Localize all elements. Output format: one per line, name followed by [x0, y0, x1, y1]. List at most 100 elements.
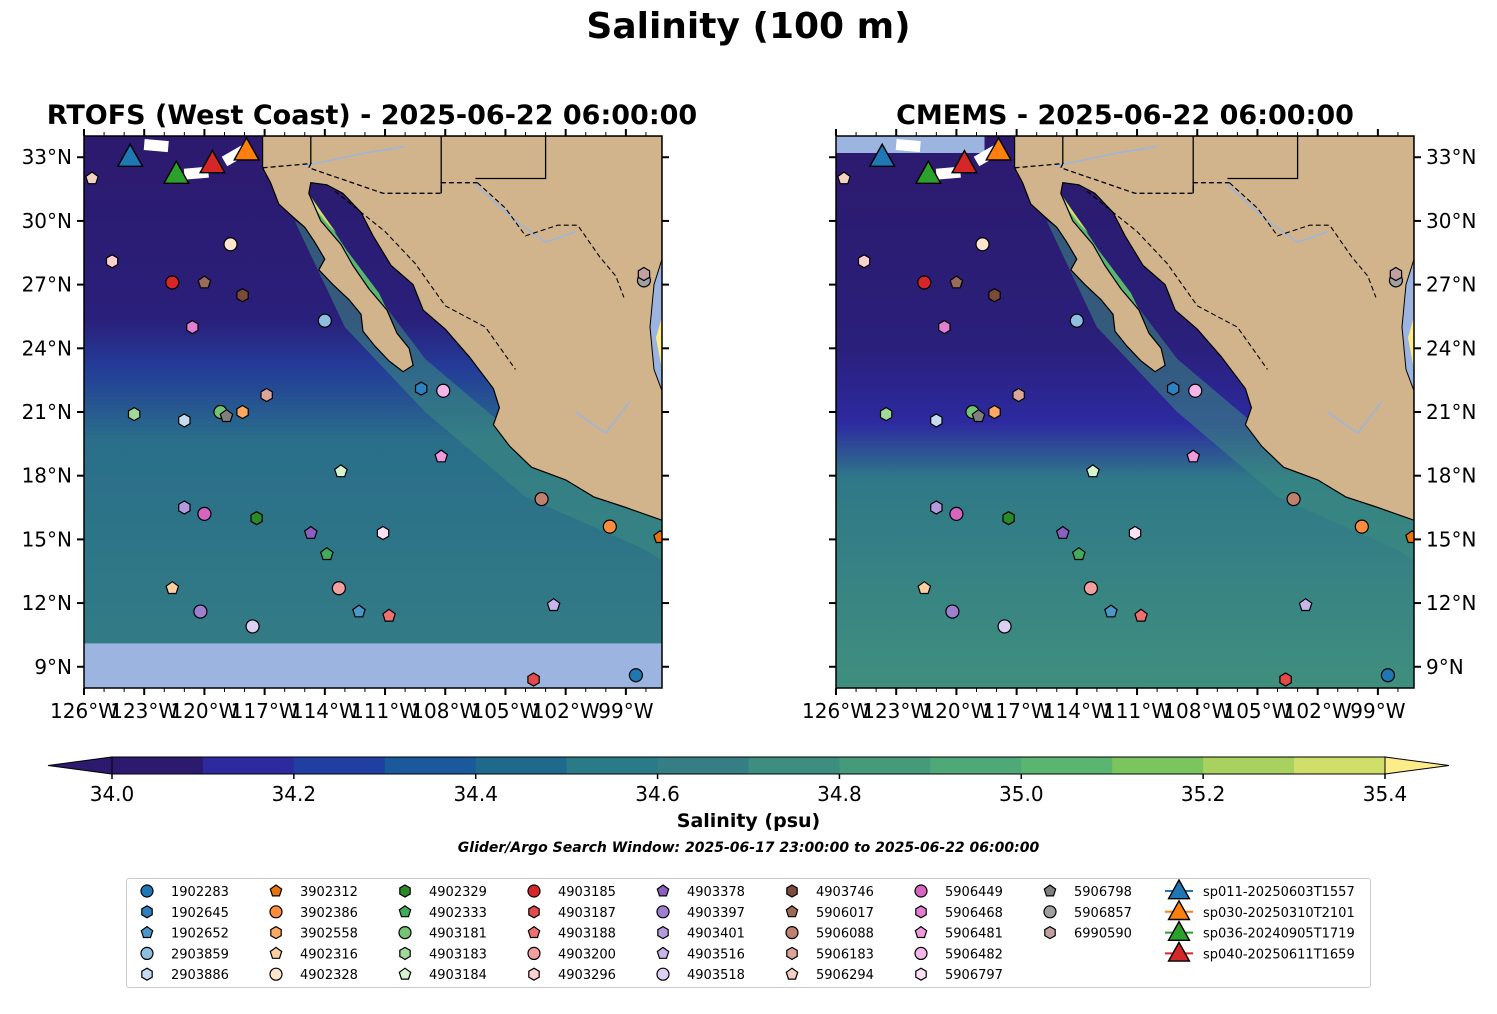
- gulf-of-california: [1060, 193, 1154, 340]
- legend-item: 4903296: [528, 967, 616, 983]
- glider-marker: [914, 159, 942, 185]
- lon-tick-label: 99°W: [598, 699, 653, 723]
- legend-marker: [915, 905, 927, 919]
- colorbar: 34.0 34.2 34.4 34.6 34.8 35.0 35.2 35.4: [47, 756, 1450, 806]
- panel-title-rtofs: RTOFS (West Coast) - 2025-06-22 06:00:00: [46, 100, 698, 131]
- float-marker: [105, 254, 119, 269]
- float-marker: [1012, 387, 1025, 403]
- legend-item: 3902558: [270, 925, 358, 942]
- lat-tick-label: 15°N: [22, 527, 72, 551]
- legend-marker: [270, 925, 282, 940]
- float-marker: [1298, 597, 1313, 612]
- legend-item: sp011-20250603T1557: [1165, 878, 1355, 900]
- lat-tick-label: 18°N: [22, 464, 72, 488]
- legend-label: 2903886: [171, 968, 229, 983]
- gulf-of-mexico-high: [656, 316, 662, 370]
- float-marker: [546, 597, 561, 612]
- float-marker: [236, 404, 249, 420]
- legend-marker: [1043, 905, 1057, 919]
- legend-marker: [269, 884, 283, 897]
- lat-tick-label: 27°N: [1426, 273, 1476, 297]
- float-marker: [949, 506, 964, 522]
- legend-label: 4902333: [429, 906, 487, 921]
- glider-track: [143, 139, 169, 153]
- glider-marker: [868, 142, 896, 168]
- legend-marker: [914, 946, 928, 961]
- colorbar-frame: [111, 756, 1386, 775]
- legend: 1902283 1902645 1902652 2903859 2903886 39023…: [126, 878, 1371, 988]
- lat-tick-label: 21°N: [1426, 400, 1476, 424]
- float-marker: [245, 619, 260, 634]
- legend-marker: [527, 946, 541, 961]
- colorbar-tick-label: 34.8: [817, 782, 862, 806]
- lon-tick-label: 99°W: [1350, 699, 1405, 723]
- float-marker: [1186, 449, 1201, 463]
- float-marker: [1279, 672, 1292, 687]
- glider-marker: [950, 149, 978, 174]
- float-marker: [219, 408, 234, 423]
- legend-label: 5906088: [816, 927, 874, 942]
- float-marker: [197, 506, 212, 522]
- float-marker: [223, 237, 238, 252]
- legend-marker: [398, 905, 412, 918]
- lat-tick-label: 9°N: [1426, 655, 1464, 679]
- lon-tick-label: 126°W: [802, 699, 870, 723]
- legend-marker: [785, 967, 799, 980]
- glider-marker: [198, 149, 226, 174]
- float-marker: [1069, 313, 1084, 328]
- legend-item: 6990590: [1044, 925, 1132, 942]
- legend-marker: [399, 884, 411, 898]
- legend-marker: [527, 925, 541, 939]
- lon-tick-label: 111°W: [1103, 699, 1171, 723]
- legend-label: 4902329: [429, 885, 487, 900]
- legend-label: sp040-20250611T1659: [1203, 947, 1355, 962]
- legend-label: 4903516: [687, 947, 745, 962]
- legend-marker: [527, 884, 541, 898]
- legend-label: 5906183: [816, 947, 874, 962]
- legend-item: 4903181: [398, 925, 487, 942]
- legend-label: sp036-20240905T1719: [1203, 927, 1355, 942]
- gulf-of-mexico: [1401, 258, 1414, 391]
- float-marker: [1286, 491, 1301, 507]
- legend-marker: [399, 946, 411, 961]
- legend-marker: [656, 884, 670, 897]
- float-marker: [178, 500, 191, 515]
- legend-marker: [785, 925, 799, 940]
- lon-tick-label: 114°W: [1043, 699, 1111, 723]
- axis-ticks: 126°W123°W120°W117°W114°W111°W108°W105°W…: [22, 129, 669, 723]
- float-marker: [414, 381, 428, 396]
- legend-item: 1902652: [140, 925, 229, 942]
- legend-label: 4903187: [558, 906, 616, 921]
- float-marker: [1389, 266, 1403, 282]
- river: [304, 145, 406, 167]
- river: [1327, 400, 1383, 435]
- legend-label: 4903183: [429, 947, 487, 962]
- lon-tick-label: 120°W: [922, 699, 990, 723]
- river: [1056, 145, 1158, 167]
- lon-tick-label: 117°W: [231, 699, 299, 723]
- float-marker: [917, 275, 932, 290]
- lat-tick-label: 24°N: [22, 336, 72, 360]
- state-border: [477, 182, 625, 298]
- river: [474, 184, 576, 244]
- legend-label: 5906468: [945, 906, 1003, 921]
- float-marker: [236, 288, 249, 303]
- float-marker: [1104, 604, 1118, 618]
- legend-marker: [1167, 878, 1191, 900]
- legend-label: 4902328: [300, 968, 358, 983]
- legend-marker: [140, 946, 154, 961]
- float-marker: [930, 500, 943, 515]
- float-marker: [1055, 525, 1070, 539]
- legend-item: sp040-20250611T1659: [1165, 940, 1355, 962]
- float-marker: [1083, 581, 1098, 596]
- legend-item: 5906481: [914, 925, 1003, 942]
- float-marker: [988, 288, 1001, 303]
- legend-item: 4903200: [527, 946, 616, 962]
- legend-item: 4903183: [399, 946, 487, 962]
- legend-label: 4903296: [558, 968, 616, 983]
- legend-label: 2903859: [171, 947, 229, 962]
- legend-marker: [914, 925, 928, 939]
- colorbar-segment: [1294, 757, 1386, 774]
- float-marker: [1405, 530, 1414, 544]
